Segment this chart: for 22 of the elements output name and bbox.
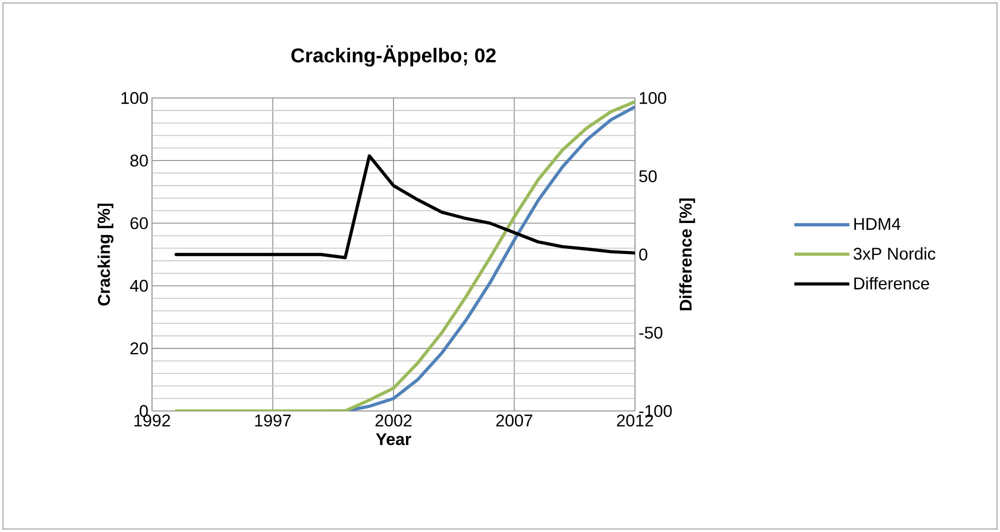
x-tick-label: 1997 <box>255 414 291 426</box>
y-tick-label: 60 <box>130 217 148 230</box>
x-tick-label: 2012 <box>617 414 653 426</box>
y-tick-label: 40 <box>130 280 148 292</box>
legend-label: Difference <box>854 277 930 290</box>
x-tick-label: 2002 <box>376 414 412 426</box>
y-tick-label: 20 <box>130 342 148 354</box>
y2-tick-label: -50 <box>639 326 662 339</box>
y-axis-title: Cracking [%] <box>98 204 114 306</box>
legend-label: HDM4 <box>854 218 900 230</box>
y2-tick-label: -100 <box>639 404 672 417</box>
x-tick-label: 1992 <box>134 414 170 426</box>
y-tick-label: 100 <box>122 92 148 104</box>
x-axis-title: Year <box>376 433 412 446</box>
x-tick-label: 2007 <box>496 414 532 426</box>
chart-title: Cracking-Äppelbo; 02 <box>291 45 496 66</box>
y-tick-label: 80 <box>130 154 148 167</box>
y2-tick-label: 100 <box>640 92 666 104</box>
y2-tick-label: 50 <box>639 170 657 182</box>
y2-axis-title: Difference [%] <box>679 198 696 310</box>
legend-label: 3xP Nordic <box>854 247 936 260</box>
y2-tick-label: 0 <box>639 248 648 260</box>
